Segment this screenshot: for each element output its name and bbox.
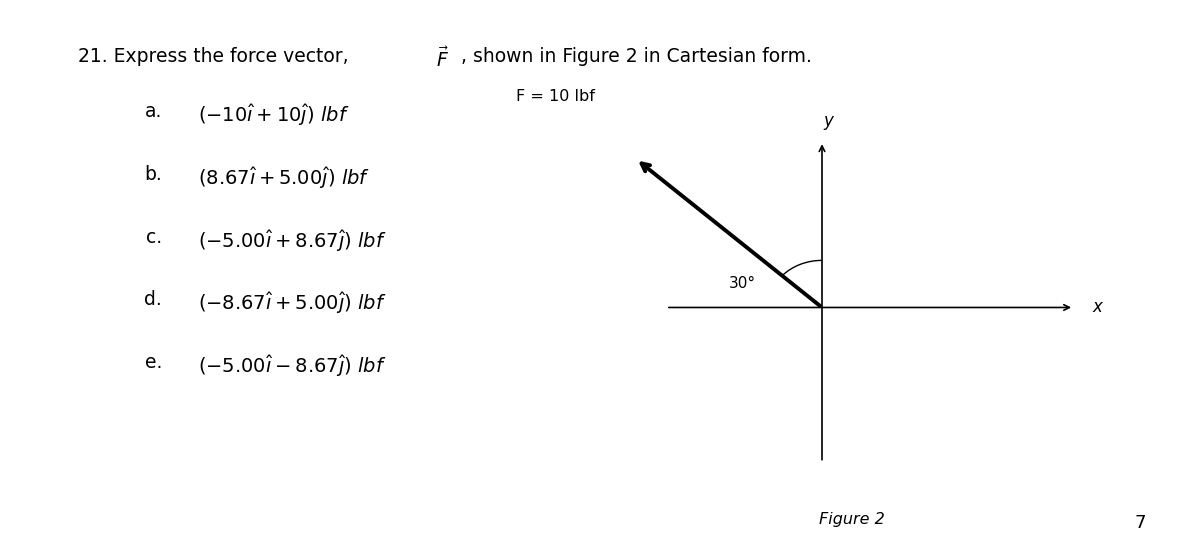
- Text: F = 10 lbf: F = 10 lbf: [516, 89, 595, 104]
- Text: $(-10\hat{\imath} + 10\hat{\jmath})\ lbf$: $(-10\hat{\imath} + 10\hat{\jmath})\ lbf…: [198, 102, 349, 129]
- Text: x: x: [1092, 299, 1102, 316]
- Text: y: y: [823, 112, 833, 130]
- Text: Figure 2: Figure 2: [820, 512, 884, 527]
- Text: b.: b.: [144, 165, 162, 184]
- Text: $\vec{F}$: $\vec{F}$: [436, 47, 449, 71]
- Text: 21. Express the force vector,: 21. Express the force vector,: [78, 47, 355, 66]
- Text: $(-8.67\hat{\imath} + 5.00\hat{\jmath})\ lbf$: $(-8.67\hat{\imath} + 5.00\hat{\jmath})\…: [198, 290, 386, 316]
- Text: c.: c.: [146, 228, 162, 247]
- Text: $(-5.00\hat{\imath} - 8.67\hat{\jmath})\ lbf$: $(-5.00\hat{\imath} - 8.67\hat{\jmath})\…: [198, 353, 386, 379]
- Text: $(-5.00\hat{\imath} + 8.67\hat{\jmath})\ lbf$: $(-5.00\hat{\imath} + 8.67\hat{\jmath})\…: [198, 228, 386, 254]
- Text: 30°: 30°: [728, 276, 756, 291]
- Text: e.: e.: [145, 353, 162, 372]
- Text: d.: d.: [144, 290, 162, 309]
- Text: 7: 7: [1134, 514, 1146, 532]
- Text: a.: a.: [145, 102, 162, 121]
- Text: , shown in Figure 2 in Cartesian form.: , shown in Figure 2 in Cartesian form.: [461, 47, 811, 66]
- Text: $(8.67\hat{\imath} + 5.00\hat{\jmath})\ lbf$: $(8.67\hat{\imath} + 5.00\hat{\jmath})\ …: [198, 165, 371, 191]
